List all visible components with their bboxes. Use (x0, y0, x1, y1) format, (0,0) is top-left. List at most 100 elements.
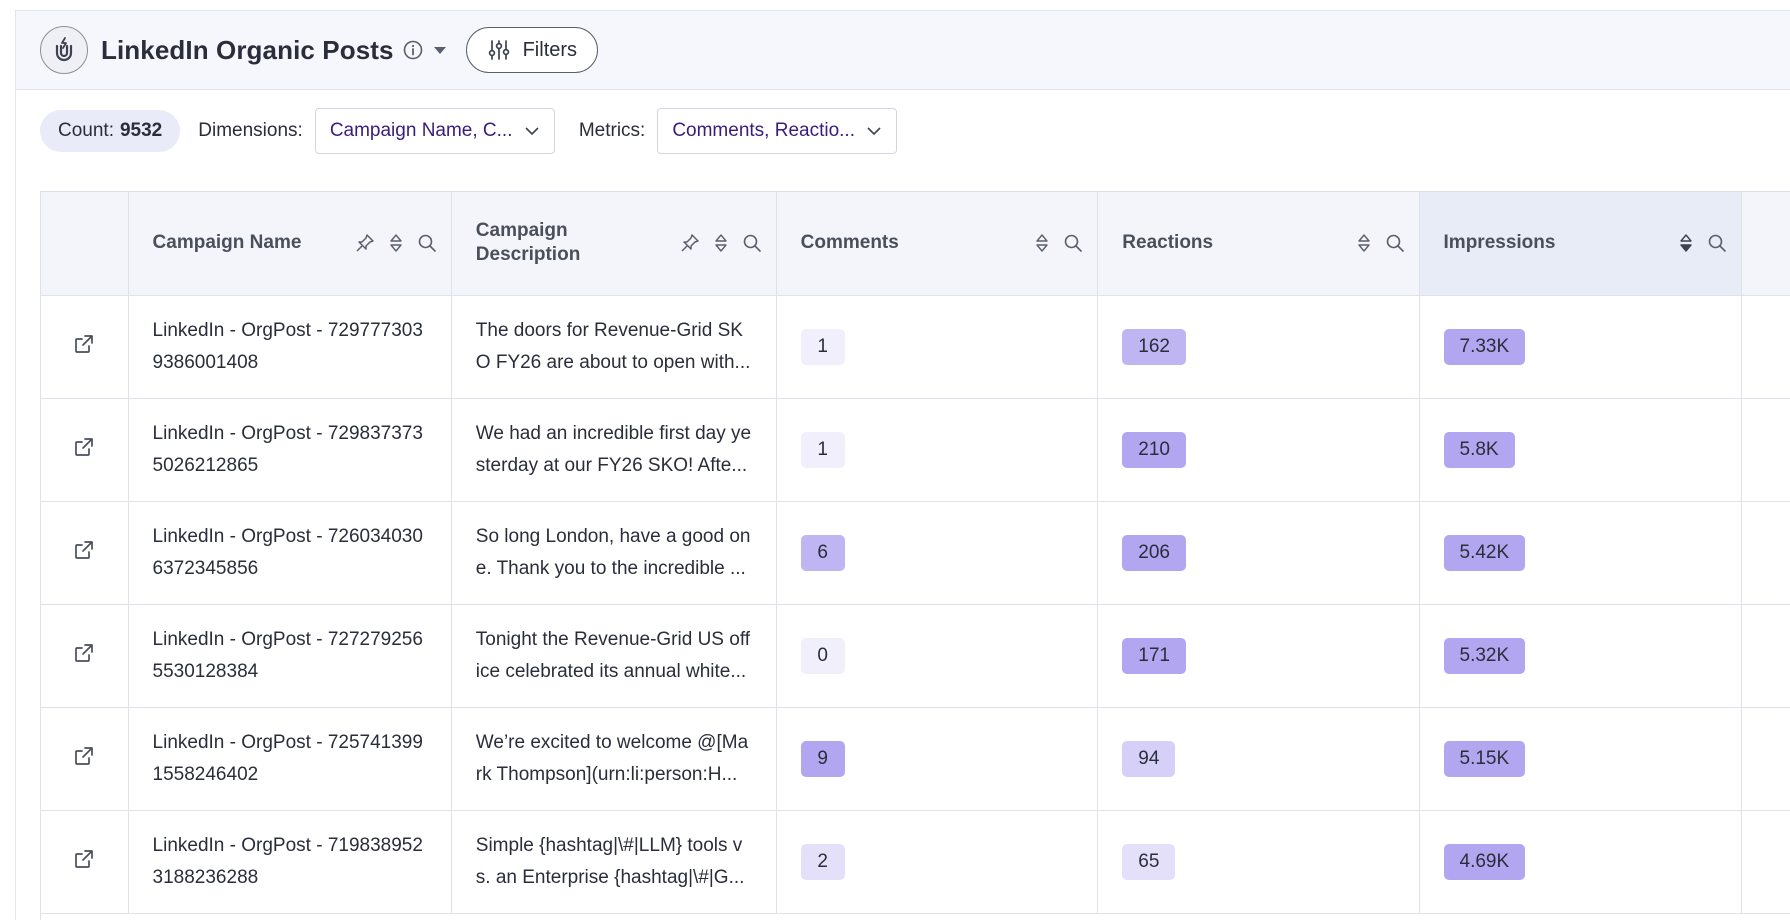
reactions-pill: 210 (1122, 431, 1186, 468)
reactions-cell: 206 (1097, 501, 1420, 605)
pin-icon[interactable] (680, 233, 700, 253)
sort-icon[interactable] (389, 233, 403, 253)
campaign-description: We had an incredible first day yesterday… (475, 422, 752, 476)
comments-pill: 1 (800, 431, 845, 468)
sort-icon[interactable] (1035, 233, 1049, 253)
external-link-icon[interactable] (72, 641, 96, 665)
sort-icon[interactable] (1357, 233, 1371, 253)
column-header-campaign-description[interactable]: Campaign Description (451, 192, 777, 296)
chevron-down-icon (525, 127, 539, 136)
column-label: Comments (800, 232, 899, 254)
overflow-cell (1741, 398, 1790, 502)
column-label: Reactions (1122, 232, 1214, 254)
table-body: LinkedIn - OrgPost - 7297773039386001408… (41, 295, 1790, 914)
search-icon[interactable] (742, 233, 762, 253)
external-link-icon[interactable] (72, 435, 96, 459)
search-icon[interactable] (1385, 233, 1405, 253)
sort-desc-icon[interactable] (1679, 233, 1693, 253)
reactions-pill: 171 (1122, 637, 1186, 674)
sort-icon[interactable] (714, 233, 728, 253)
column-label: Impressions (1443, 232, 1556, 254)
reactions-pill: 162 (1122, 328, 1186, 365)
table-row[interactable]: LinkedIn - OrgPost - 7298373735026212865… (41, 398, 1790, 502)
overflow-cell (1741, 501, 1790, 605)
pin-icon[interactable] (355, 233, 375, 253)
campaign-name-cell: LinkedIn - OrgPost - 7298373735026212865 (128, 398, 452, 502)
table-row[interactable]: LinkedIn - OrgPost - 7260340306372345856… (41, 501, 1790, 605)
column-header-impressions[interactable]: Impressions (1419, 192, 1743, 296)
count-label: Count: (58, 120, 114, 141)
search-icon[interactable] (417, 233, 437, 253)
chevron-down-icon (867, 127, 881, 136)
data-table-container: Campaign Name Campaign Description (40, 191, 1790, 920)
impressions-pill: 5.8K (1443, 431, 1515, 468)
metrics-label: Metrics: (578, 120, 646, 141)
dimensions-select[interactable]: Campaign Name, C... (314, 108, 555, 154)
open-link-cell (41, 810, 129, 914)
table-row[interactable]: LinkedIn - OrgPost - 7198389523188236288… (41, 810, 1790, 914)
campaign-name: LinkedIn - OrgPost - 7272792565530128384 (152, 628, 423, 682)
impressions-cell: 7.33K (1419, 295, 1743, 399)
column-header-comments[interactable]: Comments (776, 192, 1099, 296)
campaign-description: Tonight the Revenue-Grid US office celeb… (475, 628, 751, 682)
reactions-cell: 171 (1097, 604, 1420, 708)
dimensions-label: Dimensions: (198, 120, 303, 141)
caret-down-icon[interactable] (432, 44, 448, 56)
campaign-name-cell: LinkedIn - OrgPost - 7257413991558246402 (128, 707, 452, 811)
impressions-pill: 5.42K (1443, 534, 1526, 571)
campaign-description-cell: Tonight the Revenue-Grid US office celeb… (451, 604, 777, 708)
metrics-select[interactable]: Comments, Reactio... (657, 108, 898, 154)
metrics-value: Comments, Reactio... (672, 120, 855, 141)
table-row[interactable]: LinkedIn - OrgPost - 7297773039386001408… (41, 295, 1790, 399)
table-row[interactable]: LinkedIn - OrgPost - 7272792565530128384… (41, 604, 1790, 708)
column-header-link (41, 192, 129, 296)
data-table: Campaign Name Campaign Description (41, 192, 1790, 914)
toolbar: Count: 9532 Dimensions: Campaign Name, C… (16, 90, 1790, 172)
page-header: LinkedIn Organic Posts (16, 11, 1790, 90)
impressions-cell: 5.8K (1419, 398, 1743, 502)
impressions-pill: 4.69K (1443, 843, 1526, 880)
impressions-cell: 4.69K (1419, 810, 1743, 914)
column-header-campaign-name[interactable]: Campaign Name (128, 192, 452, 296)
external-link-icon[interactable] (72, 847, 96, 871)
app-logo[interactable] (40, 26, 88, 74)
table-row[interactable]: LinkedIn - OrgPost - 7257413991558246402… (41, 707, 1790, 811)
campaign-description: We’re excited to welcome @[Mark Thompson… (475, 731, 749, 785)
overflow-cell (1741, 604, 1790, 708)
campaign-description-cell: We’re excited to welcome @[Mark Thompson… (451, 707, 777, 811)
search-icon[interactable] (1707, 233, 1727, 253)
open-link-cell (41, 707, 129, 811)
external-link-icon[interactable] (72, 332, 96, 356)
search-icon[interactable] (1063, 233, 1083, 253)
comments-pill: 2 (800, 843, 845, 880)
sliders-icon (488, 40, 509, 60)
open-link-cell (41, 604, 129, 708)
reactions-pill: 94 (1122, 740, 1176, 777)
external-link-icon[interactable] (72, 538, 96, 562)
open-link-cell (41, 501, 129, 605)
column-label: Campaign Name (152, 232, 302, 254)
info-icon[interactable] (402, 39, 424, 61)
comments-cell: 2 (776, 810, 1099, 914)
campaign-name-cell: LinkedIn - OrgPost - 7260340306372345856 (128, 501, 452, 605)
impressions-pill: 7.33K (1443, 328, 1526, 365)
comments-cell: 9 (776, 707, 1099, 811)
open-link-cell (41, 295, 129, 399)
campaign-description-cell: We had an incredible first day yesterday… (451, 398, 777, 502)
comments-pill: 6 (800, 534, 845, 571)
campaign-name: LinkedIn - OrgPost - 7298373735026212865 (152, 422, 423, 476)
filters-label: Filters (522, 38, 578, 61)
reactions-pill: 206 (1122, 534, 1186, 571)
campaign-description-cell: Simple {hashtag|\#|LLM} tools vs. an Ent… (451, 810, 777, 914)
filters-button[interactable]: Filters (465, 27, 599, 73)
column-header-reactions[interactable]: Reactions (1097, 192, 1420, 296)
campaign-name: LinkedIn - OrgPost - 7297773039386001408 (152, 319, 423, 373)
impressions-cell: 5.15K (1419, 707, 1743, 811)
impressions-cell: 5.32K (1419, 604, 1743, 708)
reactions-cell: 162 (1097, 295, 1420, 399)
reactions-pill: 65 (1122, 843, 1176, 880)
external-link-icon[interactable] (72, 744, 96, 768)
campaign-name: LinkedIn - OrgPost - 7198389523188236288 (152, 834, 423, 888)
impressions-pill: 5.32K (1443, 637, 1526, 674)
campaign-name-cell: LinkedIn - OrgPost - 7198389523188236288 (128, 810, 452, 914)
